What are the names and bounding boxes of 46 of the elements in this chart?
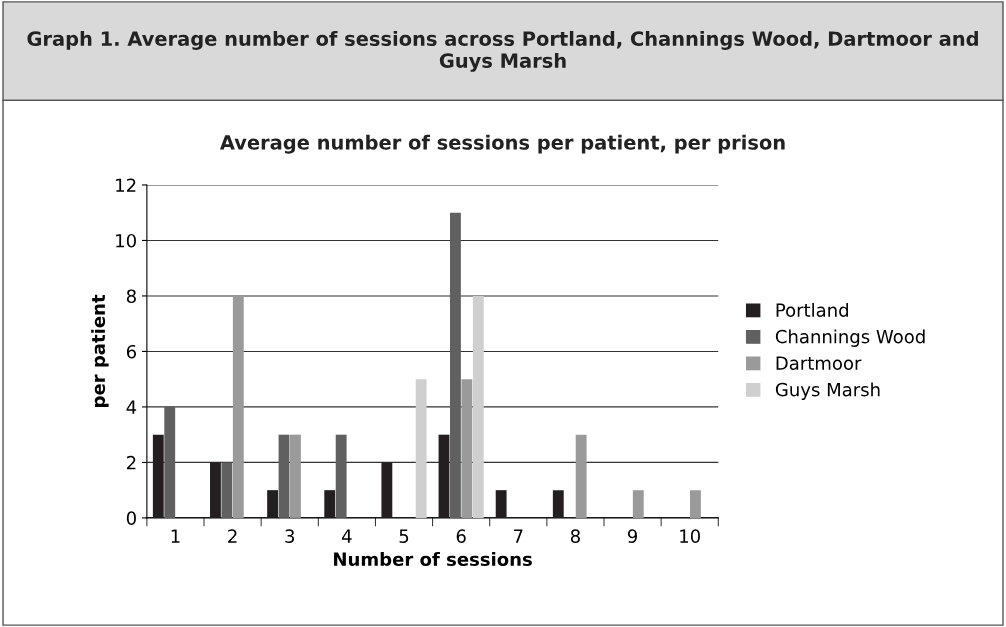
bar xyxy=(472,295,484,518)
bar xyxy=(267,490,279,518)
x-axis-title: Number of sessions xyxy=(334,552,532,567)
bar xyxy=(221,462,233,518)
x-tick-label: 8 xyxy=(570,529,580,543)
bar xyxy=(210,462,221,518)
legend-label: Portland xyxy=(776,302,848,317)
bar xyxy=(381,462,393,518)
bar xyxy=(632,490,644,518)
bar xyxy=(461,379,473,518)
legend-label: Dartmoor xyxy=(776,356,862,370)
legend-label: Guys Marsh xyxy=(775,382,880,400)
bar xyxy=(324,490,336,518)
y-tick-label: 10 xyxy=(116,233,136,248)
bar xyxy=(290,434,301,518)
bar xyxy=(232,295,244,518)
y-tick-label: 6 xyxy=(126,344,137,359)
y-tick-label: 12 xyxy=(116,178,136,192)
x-tick-label: 3 xyxy=(285,529,295,543)
bar xyxy=(415,379,427,518)
x-tick-label: 6 xyxy=(456,529,466,543)
chart-subtitle: Average number of sessions per patient, per prison xyxy=(219,134,785,154)
bar xyxy=(278,434,290,518)
x-tick-label: 2 xyxy=(228,529,237,543)
bar xyxy=(164,406,176,518)
bar xyxy=(690,490,701,518)
chart-title: Graph 1. Average number of sessions across Portland, Channings Wood, Dartmoor and Guys Marsh xyxy=(27,30,978,72)
bar xyxy=(450,212,461,518)
bar xyxy=(552,490,564,518)
y-tick-label: 2 xyxy=(126,455,136,470)
bar xyxy=(152,434,164,518)
x-tick-label: 1 xyxy=(171,529,180,543)
y-axis-title: per patient xyxy=(91,294,109,407)
x-tick-label: 9 xyxy=(627,529,638,543)
x-tick-label: 5 xyxy=(399,529,409,543)
y-tick-label: 4 xyxy=(126,400,137,414)
bar xyxy=(495,490,507,518)
bar xyxy=(438,434,450,518)
bar xyxy=(335,434,347,518)
y-tick-label: 0 xyxy=(126,511,136,526)
x-tick-label: 10 xyxy=(680,529,700,543)
bar xyxy=(575,434,587,518)
x-tick-label: 7 xyxy=(514,529,523,543)
y-tick-label: 8 xyxy=(126,289,136,304)
legend-label: Channings Wood xyxy=(775,329,925,347)
x-tick-label: 4 xyxy=(342,529,352,543)
